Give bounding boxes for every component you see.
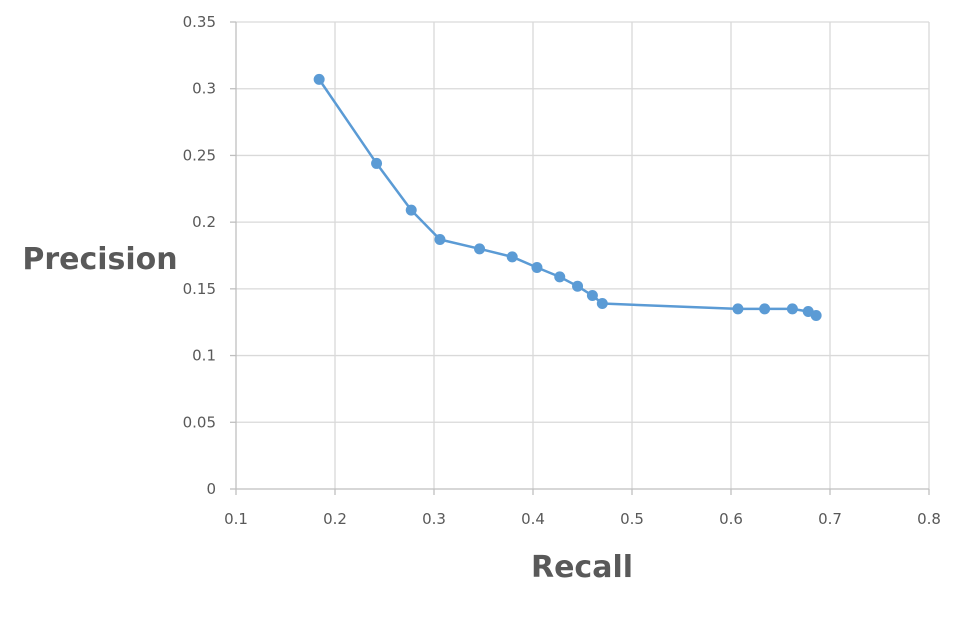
data-point [371,157,383,169]
data-point [572,280,584,292]
y-tick-label: 0.1 [192,347,216,365]
data-point [732,303,744,315]
y-tick-label: 0.3 [192,80,216,98]
data-point [434,233,446,245]
x-tick-label: 0.4 [521,510,545,528]
data-point [313,73,325,85]
y-tick-label: 0 [206,480,216,498]
y-tick-label: 0.25 [183,146,216,164]
data-point [506,251,518,263]
data-point [759,303,771,315]
series-line [318,78,817,317]
y-tick-label: 0.15 [183,280,216,298]
x-tick-label: 0.8 [917,510,941,528]
data-point [586,290,598,302]
x-tick-label: 0.6 [719,510,743,528]
axes [230,21,930,495]
x-tick-label: 0.2 [323,510,347,528]
data-point [596,298,608,310]
data-point [786,303,798,315]
y-tick-label: 0.05 [183,413,216,431]
data-point [474,243,486,255]
x-tick-label: 0.1 [224,510,248,528]
x-tick-labels: 0.1 0.2 0.3 0.4 0.5 0.6 0.7 0.8 [224,510,941,528]
y-tick-label: 0.35 [183,13,216,31]
data-point [554,271,566,283]
plot-area [313,73,822,322]
x-tick-label: 0.7 [818,510,842,528]
y-tick-labels: 0 0.05 0.1 0.15 0.2 0.25 0.3 0.35 [183,13,216,498]
x-tick-label: 0.3 [422,510,446,528]
gridlines [236,21,930,489]
x-tick-label: 0.5 [620,510,644,528]
x-axis-title: Recall [531,550,633,585]
data-point [810,310,822,322]
y-tick-label: 0.2 [192,213,216,231]
y-axis-title: Precision [22,242,177,277]
data-point [405,204,417,216]
data-point [531,262,543,274]
